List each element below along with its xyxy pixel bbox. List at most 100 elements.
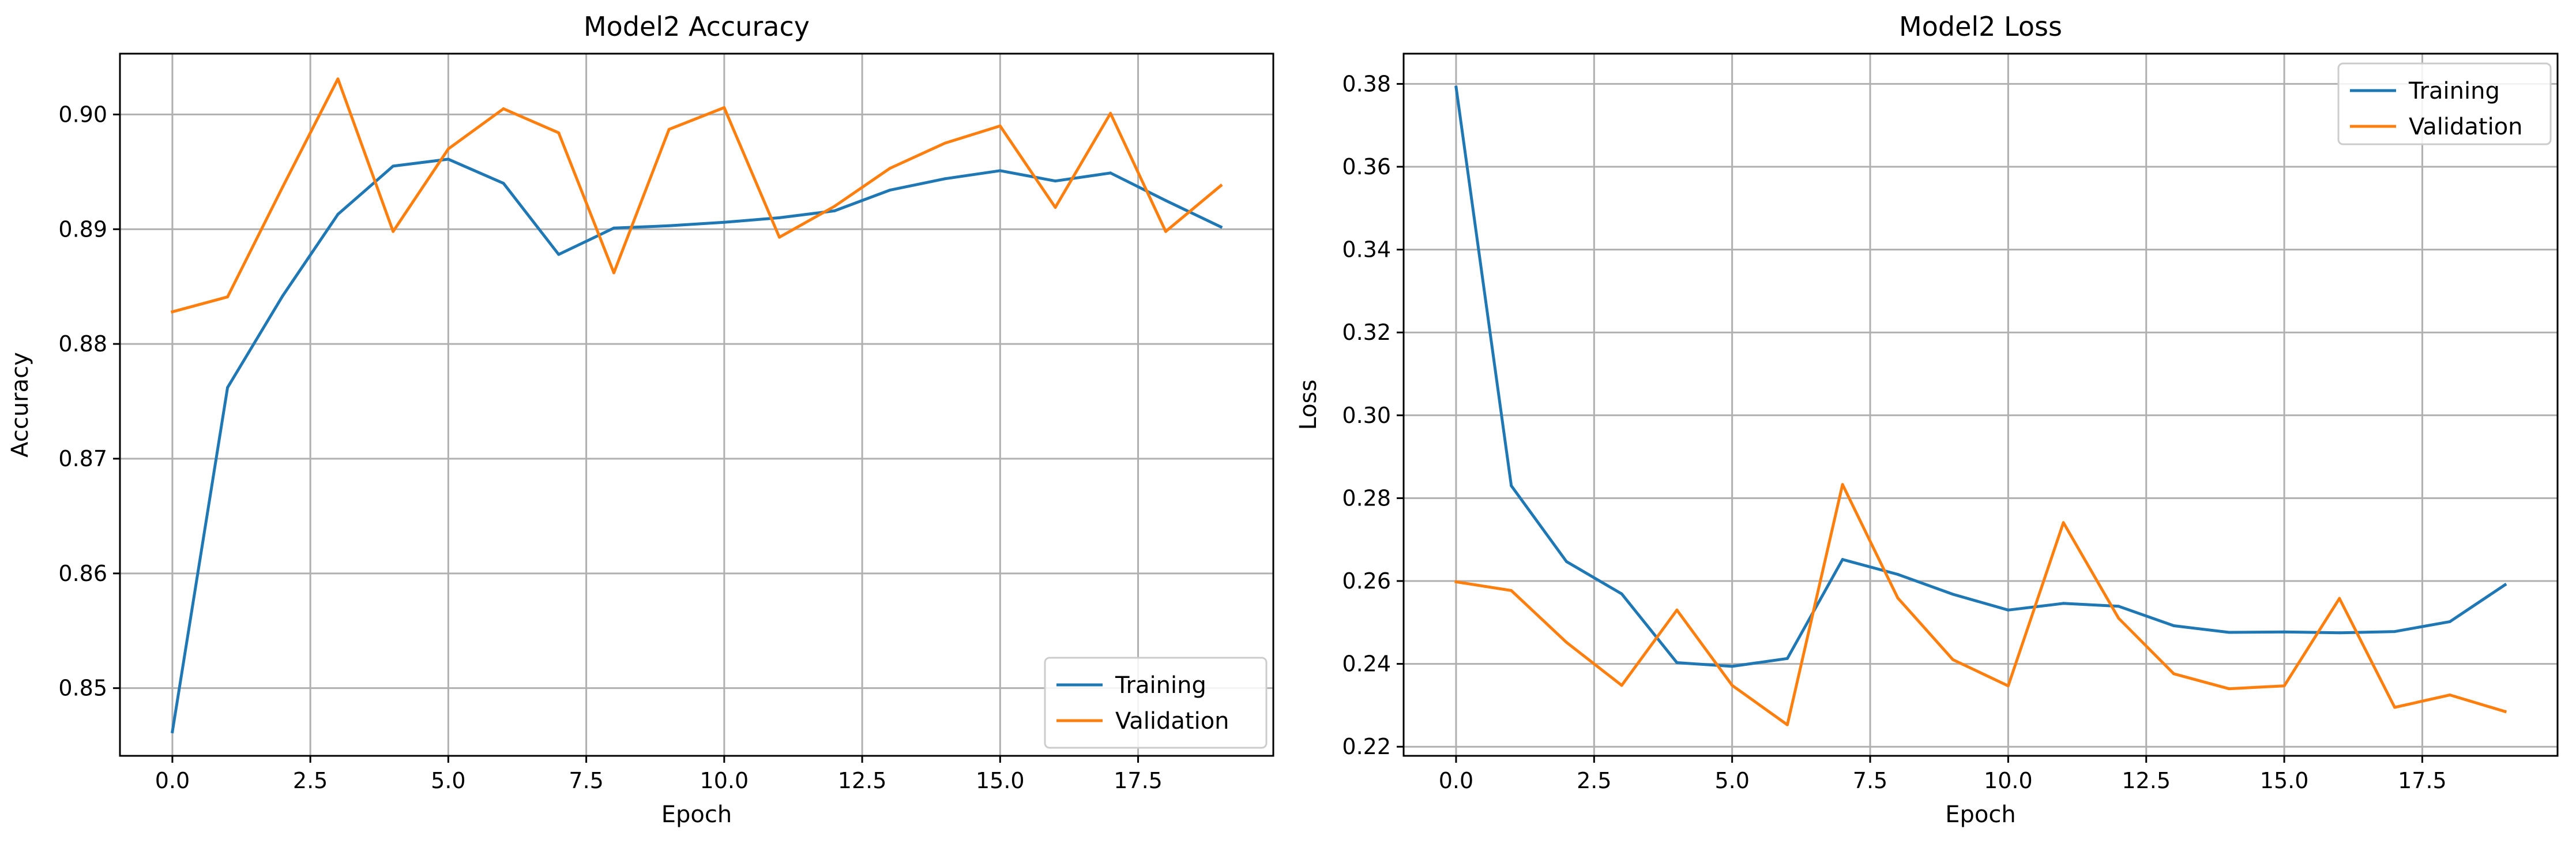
validation-point	[281, 185, 284, 189]
validation-point	[557, 131, 561, 134]
validation-point	[778, 235, 781, 239]
validation-point	[888, 167, 892, 170]
x-tick-label: 12.5	[838, 768, 887, 793]
legend-label-training: Training	[1115, 672, 1206, 699]
validation-point	[1054, 205, 1057, 209]
training-point	[1219, 225, 1223, 228]
validation-point	[998, 124, 1002, 128]
accuracy-chart: 0.0 2.5 5.0 7.5 10.0 12.5 15.0 17.5 0.85 0.86 0.87…	[7, 11, 1274, 828]
training-point	[171, 730, 174, 733]
x-tick-label: 5.0	[1714, 768, 1749, 793]
training-point	[1565, 560, 1568, 563]
training-point	[778, 216, 781, 219]
y-tick-label: 0.90	[58, 102, 107, 127]
legend-box	[2337, 62, 2552, 145]
y-tick-label: 0.32	[1342, 320, 1391, 345]
training-point	[557, 253, 561, 256]
training-point	[2282, 630, 2286, 634]
y-axis-label: Loss	[1295, 380, 1322, 430]
validation-point	[2282, 684, 2286, 688]
validation-point	[1896, 596, 1900, 599]
y-tick-label: 0.22	[1342, 734, 1391, 759]
training-point	[943, 177, 947, 181]
training-point	[2172, 624, 2176, 628]
validation-point	[392, 230, 395, 233]
y-tick-label: 0.36	[1342, 154, 1391, 179]
training-point	[1620, 592, 1623, 595]
validation-point	[1219, 184, 1223, 188]
validation-line	[1454, 483, 2507, 726]
validation-point	[2393, 706, 2397, 709]
training-point	[667, 224, 671, 227]
training-point	[888, 189, 892, 192]
validation-line	[170, 77, 1223, 314]
validation-point	[2448, 693, 2451, 696]
x-tick-label: 12.5	[2122, 768, 2171, 793]
training-point	[998, 169, 1002, 173]
validation-point	[336, 77, 340, 81]
training-point	[1510, 484, 1513, 488]
validation-point	[2338, 597, 2341, 600]
y-tick-label: 0.26	[1342, 568, 1391, 594]
training-point	[281, 294, 284, 298]
y-tick-label: 0.86	[58, 561, 107, 586]
training-point	[2006, 608, 2010, 612]
validation-point	[446, 147, 450, 151]
x-tick-label: 10.0	[700, 768, 749, 793]
validation-point	[943, 141, 947, 145]
validation-point	[1164, 230, 1167, 233]
x-tick-label: 0.0	[1439, 768, 1473, 793]
plot-frame	[119, 53, 1274, 757]
y-tick-label: 0.85	[58, 676, 107, 701]
validation-point	[1620, 684, 1623, 687]
legend-label-validation: Validation	[1115, 708, 1229, 734]
training-line	[171, 158, 1223, 734]
validation-point	[1565, 640, 1568, 644]
training-point	[2227, 631, 2231, 634]
y-tick-label: 0.34	[1342, 237, 1391, 263]
validation-point	[2062, 521, 2065, 524]
x-axis-label: Epoch	[1945, 801, 2015, 828]
training-point	[226, 386, 230, 389]
x-tick-label: 10.0	[1984, 768, 2033, 793]
training-point	[2503, 583, 2507, 586]
chart-title: Model2 Accuracy	[584, 11, 810, 42]
validation-point	[171, 310, 174, 313]
training-point	[1054, 179, 1057, 183]
validation-point	[502, 107, 505, 110]
x-tick-label: 2.5	[1577, 768, 1611, 793]
training-point	[2448, 620, 2451, 623]
validation-point	[2503, 710, 2507, 713]
y-tick-label: 0.28	[1342, 485, 1391, 511]
training-point	[336, 212, 340, 216]
y-tick-label: 0.38	[1342, 71, 1391, 96]
loss-chart: 0.0 2.5 5.0 7.5 10.0 12.5 15.0 17.5 0.22 0.24 0.26…	[1295, 11, 2559, 828]
training-point	[2117, 605, 2120, 608]
validation-point	[1454, 580, 1458, 583]
validation-point	[1510, 589, 1513, 593]
training-point	[1896, 573, 1900, 576]
training-point	[612, 226, 615, 230]
training-point	[2393, 630, 2397, 634]
validation-point	[1785, 723, 1789, 726]
validation-point	[2006, 684, 2010, 688]
training-point	[1454, 85, 1458, 89]
x-tick-label: 15.0	[2260, 768, 2309, 793]
validation-point	[833, 204, 836, 208]
validation-point	[1109, 111, 1112, 115]
x-tick-label: 7.5	[569, 768, 603, 793]
training-point	[1951, 593, 1955, 596]
validation-point	[2172, 672, 2176, 676]
legend-label-validation: Validation	[2409, 114, 2523, 140]
training-line	[1454, 85, 2507, 668]
plot-frame	[1402, 53, 2559, 757]
x-tick-label: 17.5	[1114, 768, 1163, 793]
y-tick-label: 0.89	[58, 216, 107, 242]
chart-title: Model2 Loss	[1899, 11, 2062, 42]
validation-point	[723, 106, 726, 109]
training-point	[392, 164, 395, 168]
training-point	[1731, 665, 1734, 668]
legend-box	[1044, 657, 1268, 749]
training-point	[446, 158, 450, 161]
